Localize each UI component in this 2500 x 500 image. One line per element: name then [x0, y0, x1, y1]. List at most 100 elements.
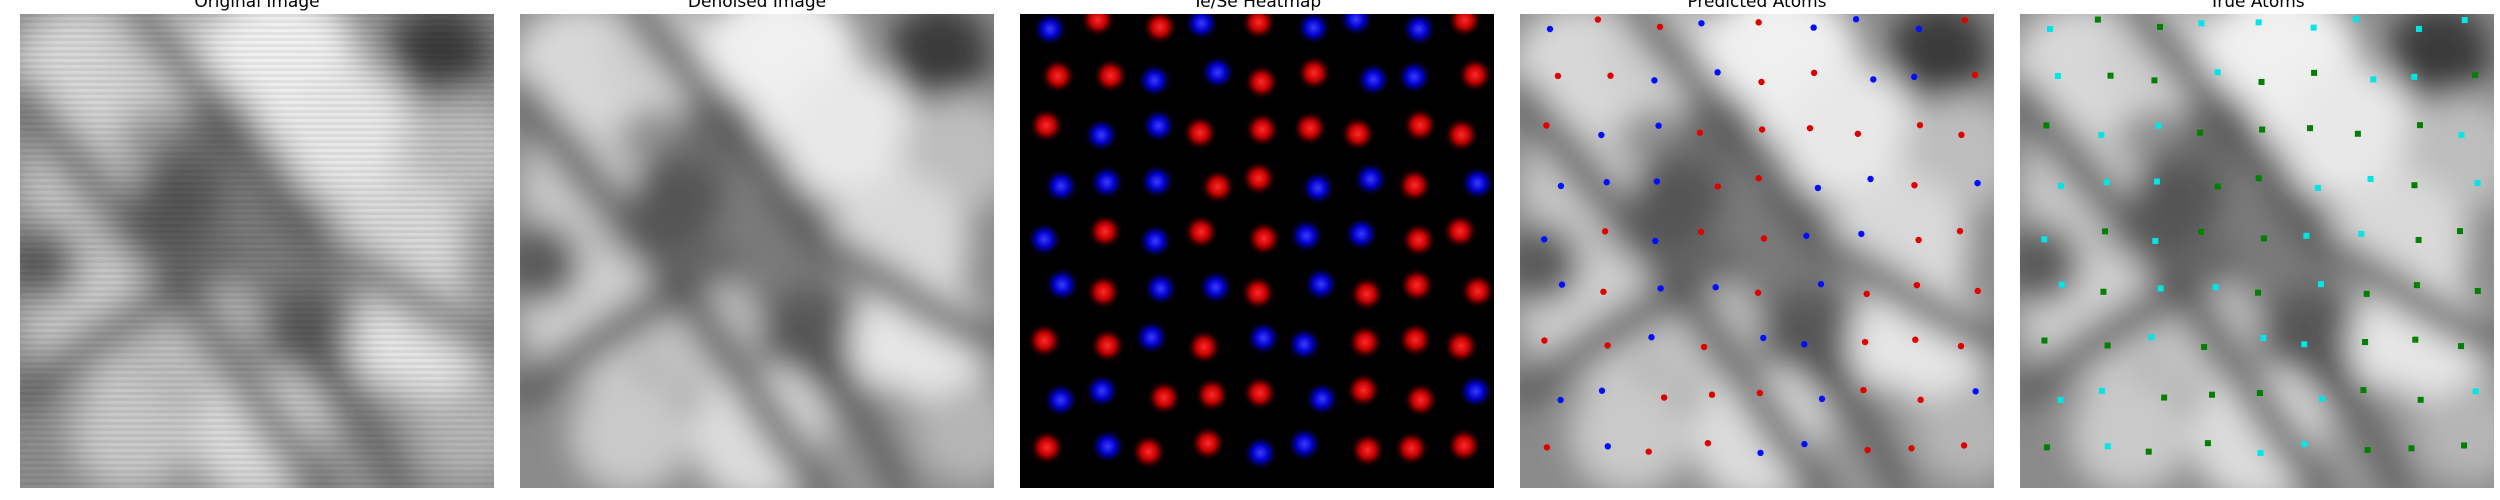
predicted-te-atom	[1916, 121, 1924, 129]
true-atom-cyan	[2458, 131, 2465, 138]
true-atom-green	[2411, 182, 2418, 189]
se-heat-spot	[1183, 14, 1220, 42]
predicted-se-atom	[1801, 440, 1808, 448]
se-heat-spot	[1142, 270, 1179, 307]
te-heat-spot	[1092, 57, 1129, 94]
true-atom-cyan	[2411, 73, 2418, 80]
se-heat-spot	[1138, 163, 1175, 200]
true-atom-green	[2417, 396, 2424, 403]
true-atom-cyan	[2318, 395, 2325, 402]
true-atom-green	[2364, 447, 2371, 454]
predicted-se-atom	[1541, 236, 1548, 243]
true-atoms-image	[2020, 14, 2494, 488]
true-atom-green	[2209, 391, 2216, 398]
true-atom-cyan	[2301, 341, 2308, 348]
panel-denoised-image: Denoised Image	[520, 0, 994, 488]
se-heat-spot	[1197, 269, 1234, 306]
predicted-te-atom	[1554, 72, 1562, 80]
true-atom-green	[2214, 183, 2221, 190]
predicted-te-atom	[1913, 281, 1921, 289]
se-heat-spot	[1338, 14, 1375, 38]
predicted-te-atom	[1810, 69, 1818, 77]
true-atom-green	[2156, 23, 2163, 30]
predicted-se-atom	[1801, 341, 1808, 348]
true-atom-cyan	[2472, 388, 2479, 395]
te-heat-spot	[1039, 57, 1076, 94]
te-heat-spot	[1400, 221, 1437, 258]
predicted-se-atom	[1972, 388, 1979, 395]
original-image	[20, 14, 494, 488]
true-atom-cyan	[2353, 16, 2360, 23]
true-atom-cyan	[2415, 25, 2422, 32]
predicted-se-atom	[1648, 334, 1655, 341]
te-heat-spot	[1348, 275, 1385, 312]
predicted-te-atom	[1917, 396, 1924, 404]
se-heat-spot	[1352, 160, 1389, 197]
predicted-te-atom	[1714, 183, 1721, 190]
true-atom-green	[2043, 444, 2050, 451]
true-atom-cyan	[2058, 281, 2065, 288]
se-heat-spot	[1400, 14, 1437, 47]
predicted-te-atom	[1958, 131, 1965, 139]
true-atom-green	[2259, 126, 2266, 133]
true-atom-green	[2145, 448, 2152, 455]
te-heat-spot	[1401, 107, 1438, 144]
se-heat-spot	[1396, 58, 1433, 95]
te-heat-spot	[1146, 379, 1183, 416]
true-atom-cyan	[2212, 284, 2219, 291]
true-atom-cyan	[2317, 281, 2324, 288]
true-atom-cyan	[2214, 69, 2221, 76]
predicted-te-atom	[1908, 445, 1915, 452]
true-atom-cyan	[2370, 76, 2377, 83]
true-atom-cyan	[2041, 236, 2048, 243]
predicted-te-atom	[1604, 342, 1611, 349]
te-heat-spot	[1240, 160, 1277, 197]
se-heat-spot	[1043, 266, 1080, 303]
predicted-se-atom	[1760, 334, 1767, 342]
se-heat-spot	[1286, 426, 1323, 463]
true-atom-cyan	[2474, 180, 2481, 187]
predicted-se-atom	[1911, 73, 1918, 81]
te-se-heatmap	[1020, 14, 1494, 488]
te-heat-spot	[1240, 274, 1277, 311]
te-heat-spot	[1194, 376, 1231, 413]
se-heat-spot	[1137, 222, 1174, 259]
te-heat-spot	[1345, 372, 1382, 409]
panel-true-atoms: True Atoms	[2020, 0, 2494, 488]
se-heat-spot	[1286, 326, 1323, 363]
true-atom-cyan	[2461, 17, 2468, 24]
true-atom-green	[2260, 235, 2267, 242]
predicted-se-atom	[1598, 387, 1606, 394]
true-atom-green	[2041, 337, 2048, 344]
te-heat-spot	[1402, 381, 1439, 418]
te-heat-spot	[1393, 430, 1430, 467]
predicted-se-atom	[1870, 76, 1877, 83]
se-heat-spot	[1303, 380, 1340, 417]
se-heat-spot	[1457, 373, 1494, 410]
predicted-te-atom	[1861, 338, 1869, 346]
se-heat-spot	[1343, 215, 1380, 252]
true-atom-green	[2311, 69, 2318, 76]
true-atom-green	[2151, 77, 2158, 84]
panel-title: Predicted Atoms	[1687, 0, 1827, 12]
true-atom-cyan	[2358, 230, 2365, 237]
predicted-se-atom	[1852, 16, 1860, 23]
true-atom-cyan	[2260, 334, 2267, 341]
predicted-te-atom	[1708, 391, 1716, 398]
te-heat-spot	[1446, 14, 1483, 39]
true-atom-green	[2255, 175, 2262, 182]
true-atom-green	[2102, 228, 2109, 235]
predicted-te-atom	[1543, 444, 1551, 451]
predicted-se-atom	[1974, 179, 1981, 187]
true-atom-green	[2307, 125, 2314, 132]
se-heat-spot	[1088, 164, 1125, 201]
te-heat-spot	[1457, 56, 1494, 93]
se-heat-spot	[1295, 14, 1332, 46]
predicted-te-atom	[1541, 337, 1548, 344]
panel-title: Denoised Image	[687, 0, 827, 12]
te-heat-spot	[1182, 114, 1219, 151]
predicted-te-atom	[1912, 336, 1919, 343]
true-atom-cyan	[2103, 179, 2110, 186]
se-heat-spot	[1355, 61, 1392, 98]
true-atom-green	[2461, 442, 2468, 449]
